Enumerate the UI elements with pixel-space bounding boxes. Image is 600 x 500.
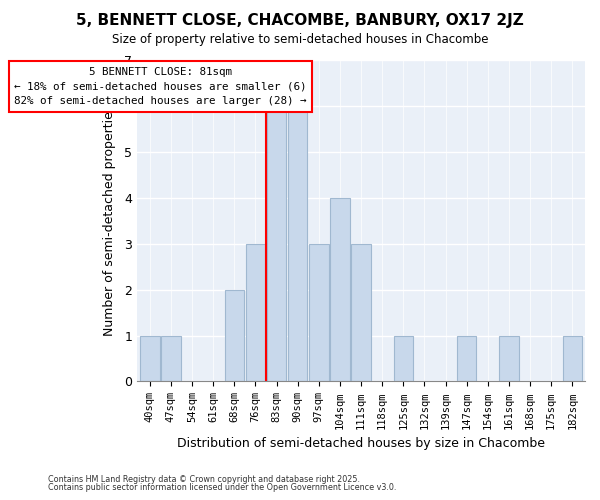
Text: Contains HM Land Registry data © Crown copyright and database right 2025.: Contains HM Land Registry data © Crown c… xyxy=(48,475,360,484)
Bar xyxy=(309,244,329,382)
Bar xyxy=(352,244,371,382)
Y-axis label: Number of semi-detached properties: Number of semi-detached properties xyxy=(103,105,116,336)
Text: Size of property relative to semi-detached houses in Chacombe: Size of property relative to semi-detach… xyxy=(112,32,488,46)
Bar xyxy=(394,336,413,382)
Text: 5, BENNETT CLOSE, CHACOMBE, BANBURY, OX17 2JZ: 5, BENNETT CLOSE, CHACOMBE, BANBURY, OX1… xyxy=(76,12,524,28)
Bar xyxy=(563,336,582,382)
Bar xyxy=(161,336,181,382)
Bar xyxy=(246,244,265,382)
Bar xyxy=(330,198,350,382)
Bar xyxy=(288,106,307,382)
Bar xyxy=(140,336,160,382)
Text: Contains public sector information licensed under the Open Government Licence v3: Contains public sector information licen… xyxy=(48,484,397,492)
Bar xyxy=(267,106,286,382)
Text: 5 BENNETT CLOSE: 81sqm
← 18% of semi-detached houses are smaller (6)
82% of semi: 5 BENNETT CLOSE: 81sqm ← 18% of semi-det… xyxy=(14,67,307,106)
X-axis label: Distribution of semi-detached houses by size in Chacombe: Distribution of semi-detached houses by … xyxy=(177,437,545,450)
Bar xyxy=(457,336,476,382)
Bar xyxy=(499,336,518,382)
Bar xyxy=(224,290,244,382)
